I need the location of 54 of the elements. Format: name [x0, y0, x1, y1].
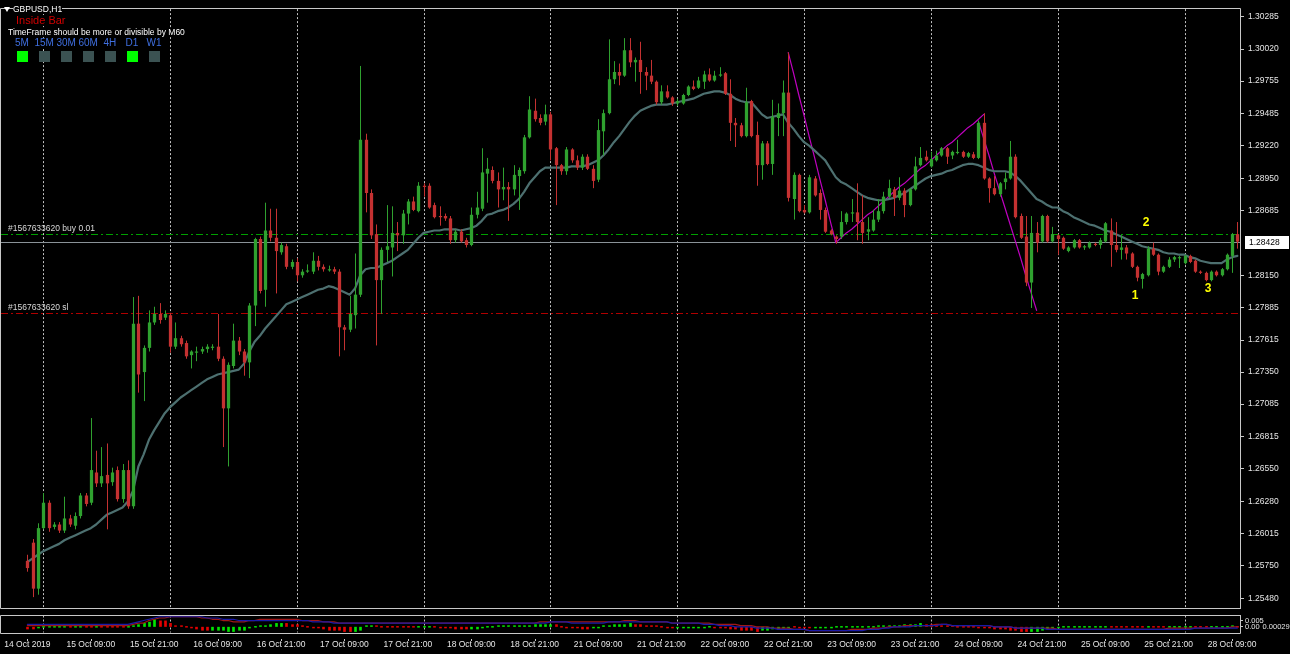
- x-tick-label: 18 Oct 09:00: [446, 639, 496, 650]
- y-tick-label: 1.26280: [1248, 495, 1279, 506]
- x-tick-label: 18 Oct 21:00: [510, 639, 560, 650]
- y-tick-label: 1.30020: [1248, 43, 1279, 54]
- y-tick-label: 1.29220: [1248, 140, 1279, 151]
- annotation: 60M: [78, 37, 98, 48]
- y-tick-label: 1.27350: [1248, 366, 1279, 377]
- ref-line-label: 1.28428: [1249, 237, 1280, 248]
- y-tick-label: 1.26550: [1248, 463, 1279, 474]
- y-tick-label: 1.29485: [1248, 108, 1279, 119]
- annotation: W1: [146, 37, 162, 48]
- x-tick-label: 23 Oct 21:00: [890, 639, 940, 650]
- x-tick-label: 28 Oct 09:00: [1207, 639, 1257, 650]
- annotation: 30M: [56, 37, 76, 48]
- x-tick-label: 22 Oct 09:00: [700, 639, 750, 650]
- x-tick-label: 21 Oct 09:00: [573, 639, 623, 650]
- y-tick-label: 1.25750: [1248, 560, 1279, 570]
- y-tick-label: 1.26015: [1248, 527, 1279, 538]
- x-tick-label: 25 Oct 09:00: [1080, 639, 1130, 650]
- annotation: 3: [1204, 281, 1212, 296]
- x-tick-label: 15 Oct 21:00: [129, 639, 179, 650]
- x-tick-label: 21 Oct 21:00: [637, 639, 687, 650]
- annotation: TimeFrame should be more or divisible by M60: [8, 27, 185, 37]
- y-tick-label: 1.30285: [1248, 11, 1279, 22]
- y-tick-label: 1.27615: [1248, 334, 1279, 345]
- x-tick-label: 16 Oct 21:00: [256, 639, 306, 650]
- y-tick-label: 1.25480: [1248, 592, 1279, 603]
- y-tick-label: 1.29755: [1248, 75, 1279, 86]
- x-tick-label: 14 Oct 2019: [4, 639, 51, 650]
- x-tick-label: 17 Oct 09:00: [320, 639, 370, 650]
- y-tick-label: 1.28685: [1248, 204, 1279, 215]
- annotation: D1: [125, 37, 139, 48]
- x-tick-label: 17 Oct 21:00: [383, 639, 433, 650]
- chart-title: GBPUSD,H1: [13, 4, 63, 14]
- annotation: 5M: [15, 37, 29, 48]
- x-tick-label: 22 Oct 21:00: [763, 639, 813, 650]
- x-tick-label: 24 Oct 21:00: [1017, 639, 1067, 650]
- annotation: Inside Bar: [16, 14, 66, 26]
- x-tick-label: 24 Oct 09:00: [954, 639, 1004, 650]
- annotation: 2: [1142, 215, 1150, 230]
- x-tick-label: 25 Oct 21:00: [1144, 639, 1194, 650]
- y-tick-label: 1.26815: [1248, 431, 1279, 442]
- y-tick-label: 1.28950: [1248, 172, 1279, 183]
- annotation: 1: [1131, 288, 1139, 303]
- ref-line-label: #1567633620 sl: [8, 301, 69, 312]
- x-tick-label: 15 Oct 09:00: [66, 639, 116, 650]
- y-tick-label: 1.27885: [1248, 301, 1279, 312]
- y-tick-label: 1.28150: [1248, 269, 1279, 280]
- x-tick-label: 16 Oct 09:00: [193, 639, 243, 650]
- ref-line-label: #1567633620 buy 0.01: [8, 222, 96, 233]
- annotation: 15M: [34, 37, 54, 48]
- annotation: 4H: [103, 37, 117, 48]
- x-tick-label: 23 Oct 09:00: [827, 639, 877, 650]
- y-tick-label: 1.27085: [1248, 398, 1279, 409]
